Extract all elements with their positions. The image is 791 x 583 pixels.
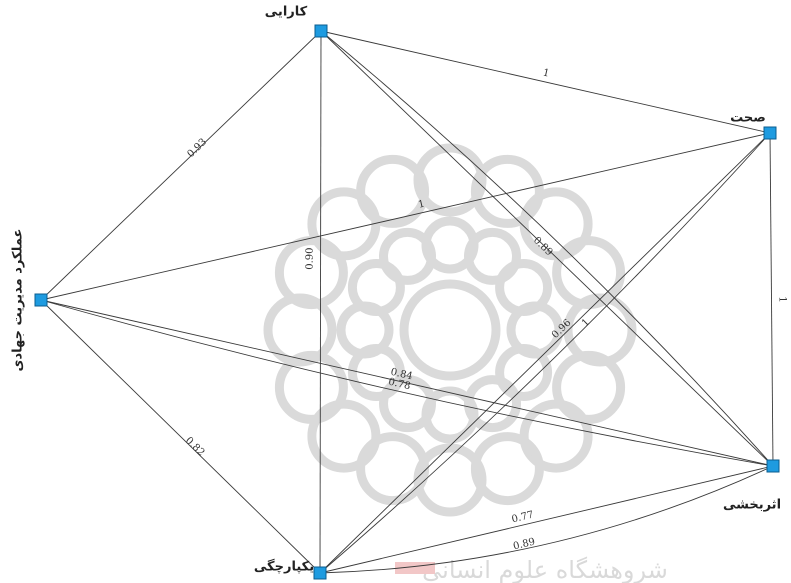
edge-weight-label: 0.78 xyxy=(387,377,411,393)
edge-karaei-asarbakhshi xyxy=(320,30,774,467)
node-sehat[interactable] xyxy=(763,126,777,140)
node-label-asarbakhshi: اثربخشی xyxy=(723,498,781,513)
edge-amalkard-asarbakhshi xyxy=(40,299,774,467)
edge-amalkard-asarbakhshi xyxy=(40,299,774,467)
node-label-yekparchegi: یکپارچگی xyxy=(254,559,314,575)
edge-karaei-yekparchegi xyxy=(319,30,322,574)
edge-sehat-yekparchegi xyxy=(319,132,771,574)
edge-weight-label: 1 xyxy=(580,317,592,329)
edge-weight-label: 0.84 xyxy=(389,367,413,383)
node-yekparchegi[interactable] xyxy=(313,566,327,580)
node-amalkard[interactable] xyxy=(34,293,48,307)
node-label-karaei: کارایی xyxy=(265,5,308,20)
edge-amalkard-yekparchegi xyxy=(40,299,321,574)
node-label-sehat: صحت xyxy=(730,111,766,126)
edge-amalkard-sehat xyxy=(40,132,771,301)
node-label-amalkard: عملکرد مدیریت جهادی xyxy=(11,229,26,372)
edge-karaei-sehat xyxy=(320,30,771,134)
edge-weight-label: 1 xyxy=(417,199,426,211)
node-asarbakhshi[interactable] xyxy=(766,459,780,473)
edge-karaei-asarbakhshi xyxy=(320,30,774,467)
node-karaei[interactable] xyxy=(314,24,328,38)
edge-sehat-yekparchegi xyxy=(319,132,771,574)
edge-sehat-asarbakhshi xyxy=(769,132,774,467)
node-labels-layer: کارایی صحت عملکرد مدیریت جهادی اثربخشی یکپار… xyxy=(11,5,782,575)
edge-weight-label: 1 xyxy=(542,67,551,79)
edge-weight-label: 0.82 xyxy=(183,435,207,458)
edge-weight-label: 1 xyxy=(776,296,787,302)
edge-weight-label: 0.93 xyxy=(185,137,209,160)
watermark-text: ﺷﺮﻭﻫﺸﮕﺎﻩ ﻋﻠﻮﻡ ﺍﻧﺴﺎﻧﯽ xyxy=(422,556,668,583)
edge-yekparchegi-asarbakhshi xyxy=(319,465,774,574)
edge-weight-label: 0.77 xyxy=(511,510,535,526)
edge-yekparchegi-asarbakhshi xyxy=(319,465,774,574)
edge-weight-label: 0.90 xyxy=(305,247,316,269)
nodes-layer xyxy=(34,24,780,580)
watermark-logo-icon xyxy=(263,143,637,517)
edges-layer xyxy=(40,30,774,574)
edge-weight-label: 0.89 xyxy=(512,537,536,553)
edge-karaei-amalkard xyxy=(40,30,322,301)
